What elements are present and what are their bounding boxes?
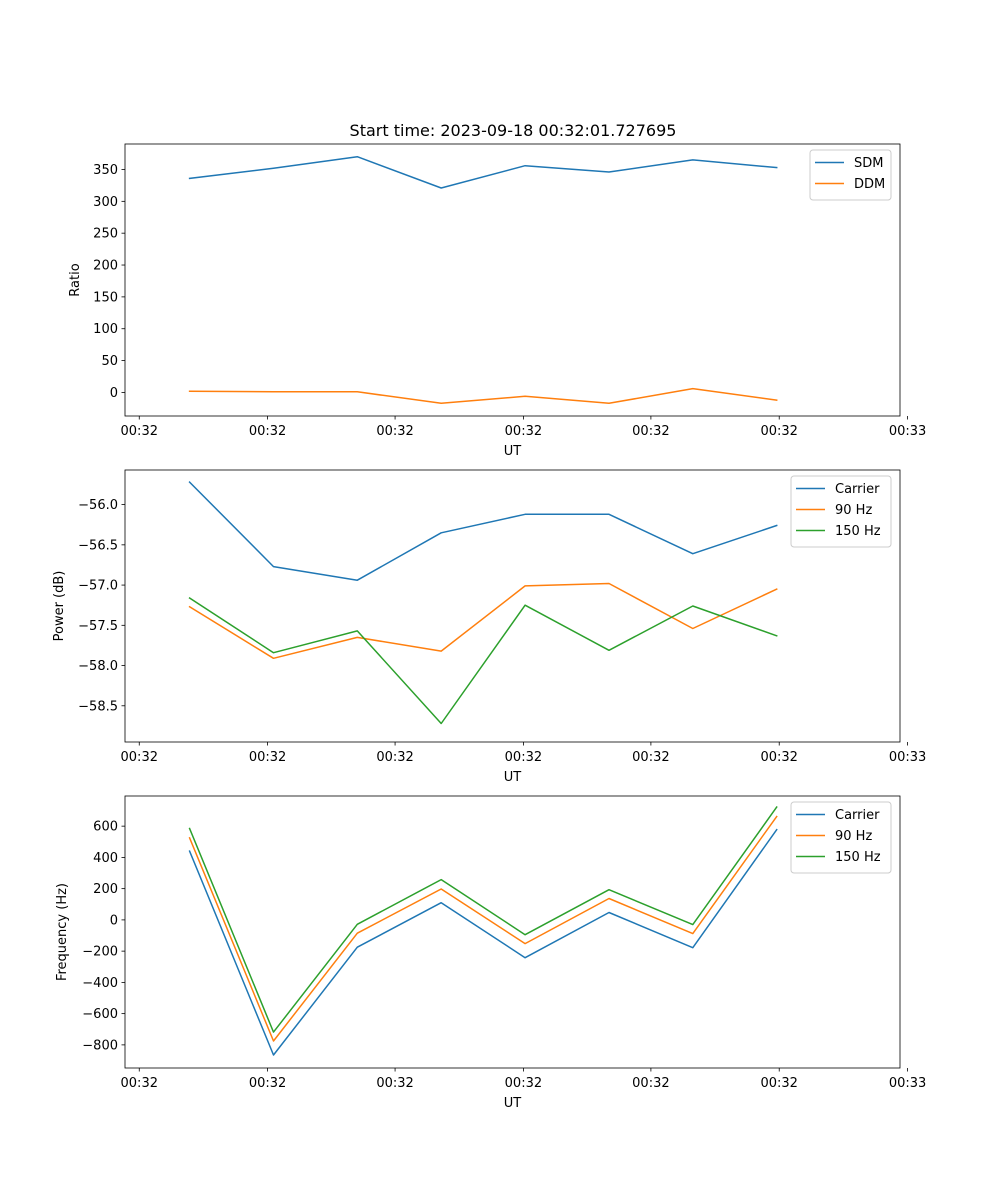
chart2-y-tick-label: −400 bbox=[82, 976, 118, 991]
chart2-y-tick-label: 0 bbox=[110, 913, 118, 928]
chart2-series-carrier-line bbox=[188, 828, 778, 1056]
chart1-y-tick-label: −58.0 bbox=[78, 659, 118, 674]
chart0-x-tick-label: 00:32 bbox=[376, 424, 413, 439]
subplot-ratio: 00:32 00:32 00:32 00:32 00:32 00:32 00:33 0 50 10… bbox=[68, 143, 926, 459]
chart0-axes-frame bbox=[124, 143, 901, 417]
figure-title: Start time: 2023-09-18 00:32:01.727695 bbox=[350, 121, 677, 140]
chart2-x-tick-label: 00:32 bbox=[632, 1076, 669, 1091]
chart1-series-90-hz-line bbox=[188, 582, 778, 660]
chart2-y-tick-label: 400 bbox=[93, 851, 118, 866]
chart1-legend-label-150-hz: 150 Hz bbox=[835, 524, 881, 539]
chart1-legend-box bbox=[790, 475, 892, 548]
chart2-legend: Carrier 90 Hz 150 Hz bbox=[790, 801, 892, 874]
chart1-x-tick-label: 00:32 bbox=[121, 750, 158, 765]
chart0-x-tick-label: 00:32 bbox=[632, 424, 669, 439]
chart1-legend-label-carrier: Carrier bbox=[835, 482, 880, 497]
chart1-x-tick-label: 00:32 bbox=[632, 750, 669, 765]
chart1-y-axis-label: Power (dB) bbox=[52, 571, 67, 642]
chart0-series-sdm-line bbox=[188, 155, 778, 189]
chart2-y-tick-label: −800 bbox=[82, 1038, 118, 1053]
chart0-legend-label-sdm: SDM bbox=[854, 156, 883, 171]
chart0-x-axis-label: UT bbox=[504, 444, 522, 459]
chart1-x-tick-label: 00:32 bbox=[249, 750, 286, 765]
chart2-y-tick-label: −200 bbox=[82, 945, 118, 960]
chart1-x-axis-label: UT bbox=[504, 770, 522, 785]
chart0-y-tick-label: 0 bbox=[110, 386, 118, 401]
chart0-x-tick-label: 00:32 bbox=[249, 424, 286, 439]
chart2-x-tick-label: 00:32 bbox=[121, 1076, 158, 1091]
chart1-x-tick-label: 00:32 bbox=[760, 750, 797, 765]
chart1-legend-label-90-hz: 90 Hz bbox=[835, 503, 872, 518]
chart1-y-tick-label: −57.0 bbox=[78, 579, 118, 594]
chart1-x-tick-label: 00:32 bbox=[376, 750, 413, 765]
chart0-y-axis-label: Ratio bbox=[68, 263, 83, 296]
chart2-x-tick-label: 00:33 bbox=[889, 1076, 926, 1091]
chart0-y-tick-label: 300 bbox=[93, 195, 118, 210]
chart1-x-tick-label: 00:32 bbox=[505, 750, 542, 765]
chart2-y-tick-label: 600 bbox=[93, 820, 118, 835]
chart2-legend-box bbox=[790, 801, 892, 874]
subplot-power: 00:32 00:32 00:32 00:32 00:32 00:32 00:33 −58.5… bbox=[52, 469, 926, 785]
chart2-series-90-hz-line bbox=[188, 815, 778, 1042]
chart1-y-tick-label: −58.5 bbox=[78, 699, 118, 714]
chart1-y-tick-label: −57.5 bbox=[78, 619, 118, 634]
chart1-legend: Carrier 90 Hz 150 Hz bbox=[790, 475, 892, 548]
chart2-y-axis-label: Frequency (Hz) bbox=[55, 883, 70, 981]
chart1-y-tick-label: −56.5 bbox=[78, 538, 118, 553]
chart2-x-axis-label: UT bbox=[504, 1096, 522, 1111]
chart2-legend-label-carrier: Carrier bbox=[835, 808, 880, 823]
chart0-x-tick-label: 00:32 bbox=[121, 424, 158, 439]
chart0-x-tick-label: 00:32 bbox=[760, 424, 797, 439]
chart2-x-tick-label: 00:32 bbox=[249, 1076, 286, 1091]
chart0-y-tick-label: 100 bbox=[93, 322, 118, 337]
chart2-series-150-hz-line bbox=[188, 806, 778, 1033]
chart2-x-tick-label: 00:32 bbox=[505, 1076, 542, 1091]
chart2-y-tick-label: −600 bbox=[82, 1007, 118, 1022]
chart0-legend: SDM DDM bbox=[809, 149, 892, 201]
chart1-x-tick-label: 00:33 bbox=[889, 750, 926, 765]
chart2-legend-label-90-hz: 90 Hz bbox=[835, 829, 872, 844]
chart0-y-tick-label: 250 bbox=[93, 227, 118, 242]
chart0-y-tick-label: 150 bbox=[93, 290, 118, 305]
chart0-y-tick-label: 50 bbox=[101, 354, 118, 369]
subplot-frequency: 00:32 00:32 00:32 00:32 00:32 00:32 00:33 −800 −… bbox=[55, 795, 926, 1111]
chart0-x-tick-label: 00:32 bbox=[505, 424, 542, 439]
chart2-legend-label-150-hz: 150 Hz bbox=[835, 850, 881, 865]
chart0-legend-label-ddm: DDM bbox=[854, 177, 885, 192]
chart1-series-150-hz-line bbox=[188, 596, 778, 725]
chart0-series-ddm-line bbox=[188, 387, 778, 405]
chart1-y-tick-label: −56.0 bbox=[78, 498, 118, 513]
chart2-axes-frame bbox=[124, 795, 901, 1069]
chart0-y-tick-label: 200 bbox=[93, 259, 118, 274]
chart0-x-tick-label: 00:33 bbox=[889, 424, 926, 439]
chart1-axes-frame bbox=[124, 469, 901, 743]
chart0-y-tick-label: 350 bbox=[93, 163, 118, 178]
chart1-series-carrier-line bbox=[188, 481, 778, 581]
chart2-x-tick-label: 00:32 bbox=[760, 1076, 797, 1091]
chart2-x-tick-label: 00:32 bbox=[376, 1076, 413, 1091]
chart2-y-tick-label: 200 bbox=[93, 882, 118, 897]
